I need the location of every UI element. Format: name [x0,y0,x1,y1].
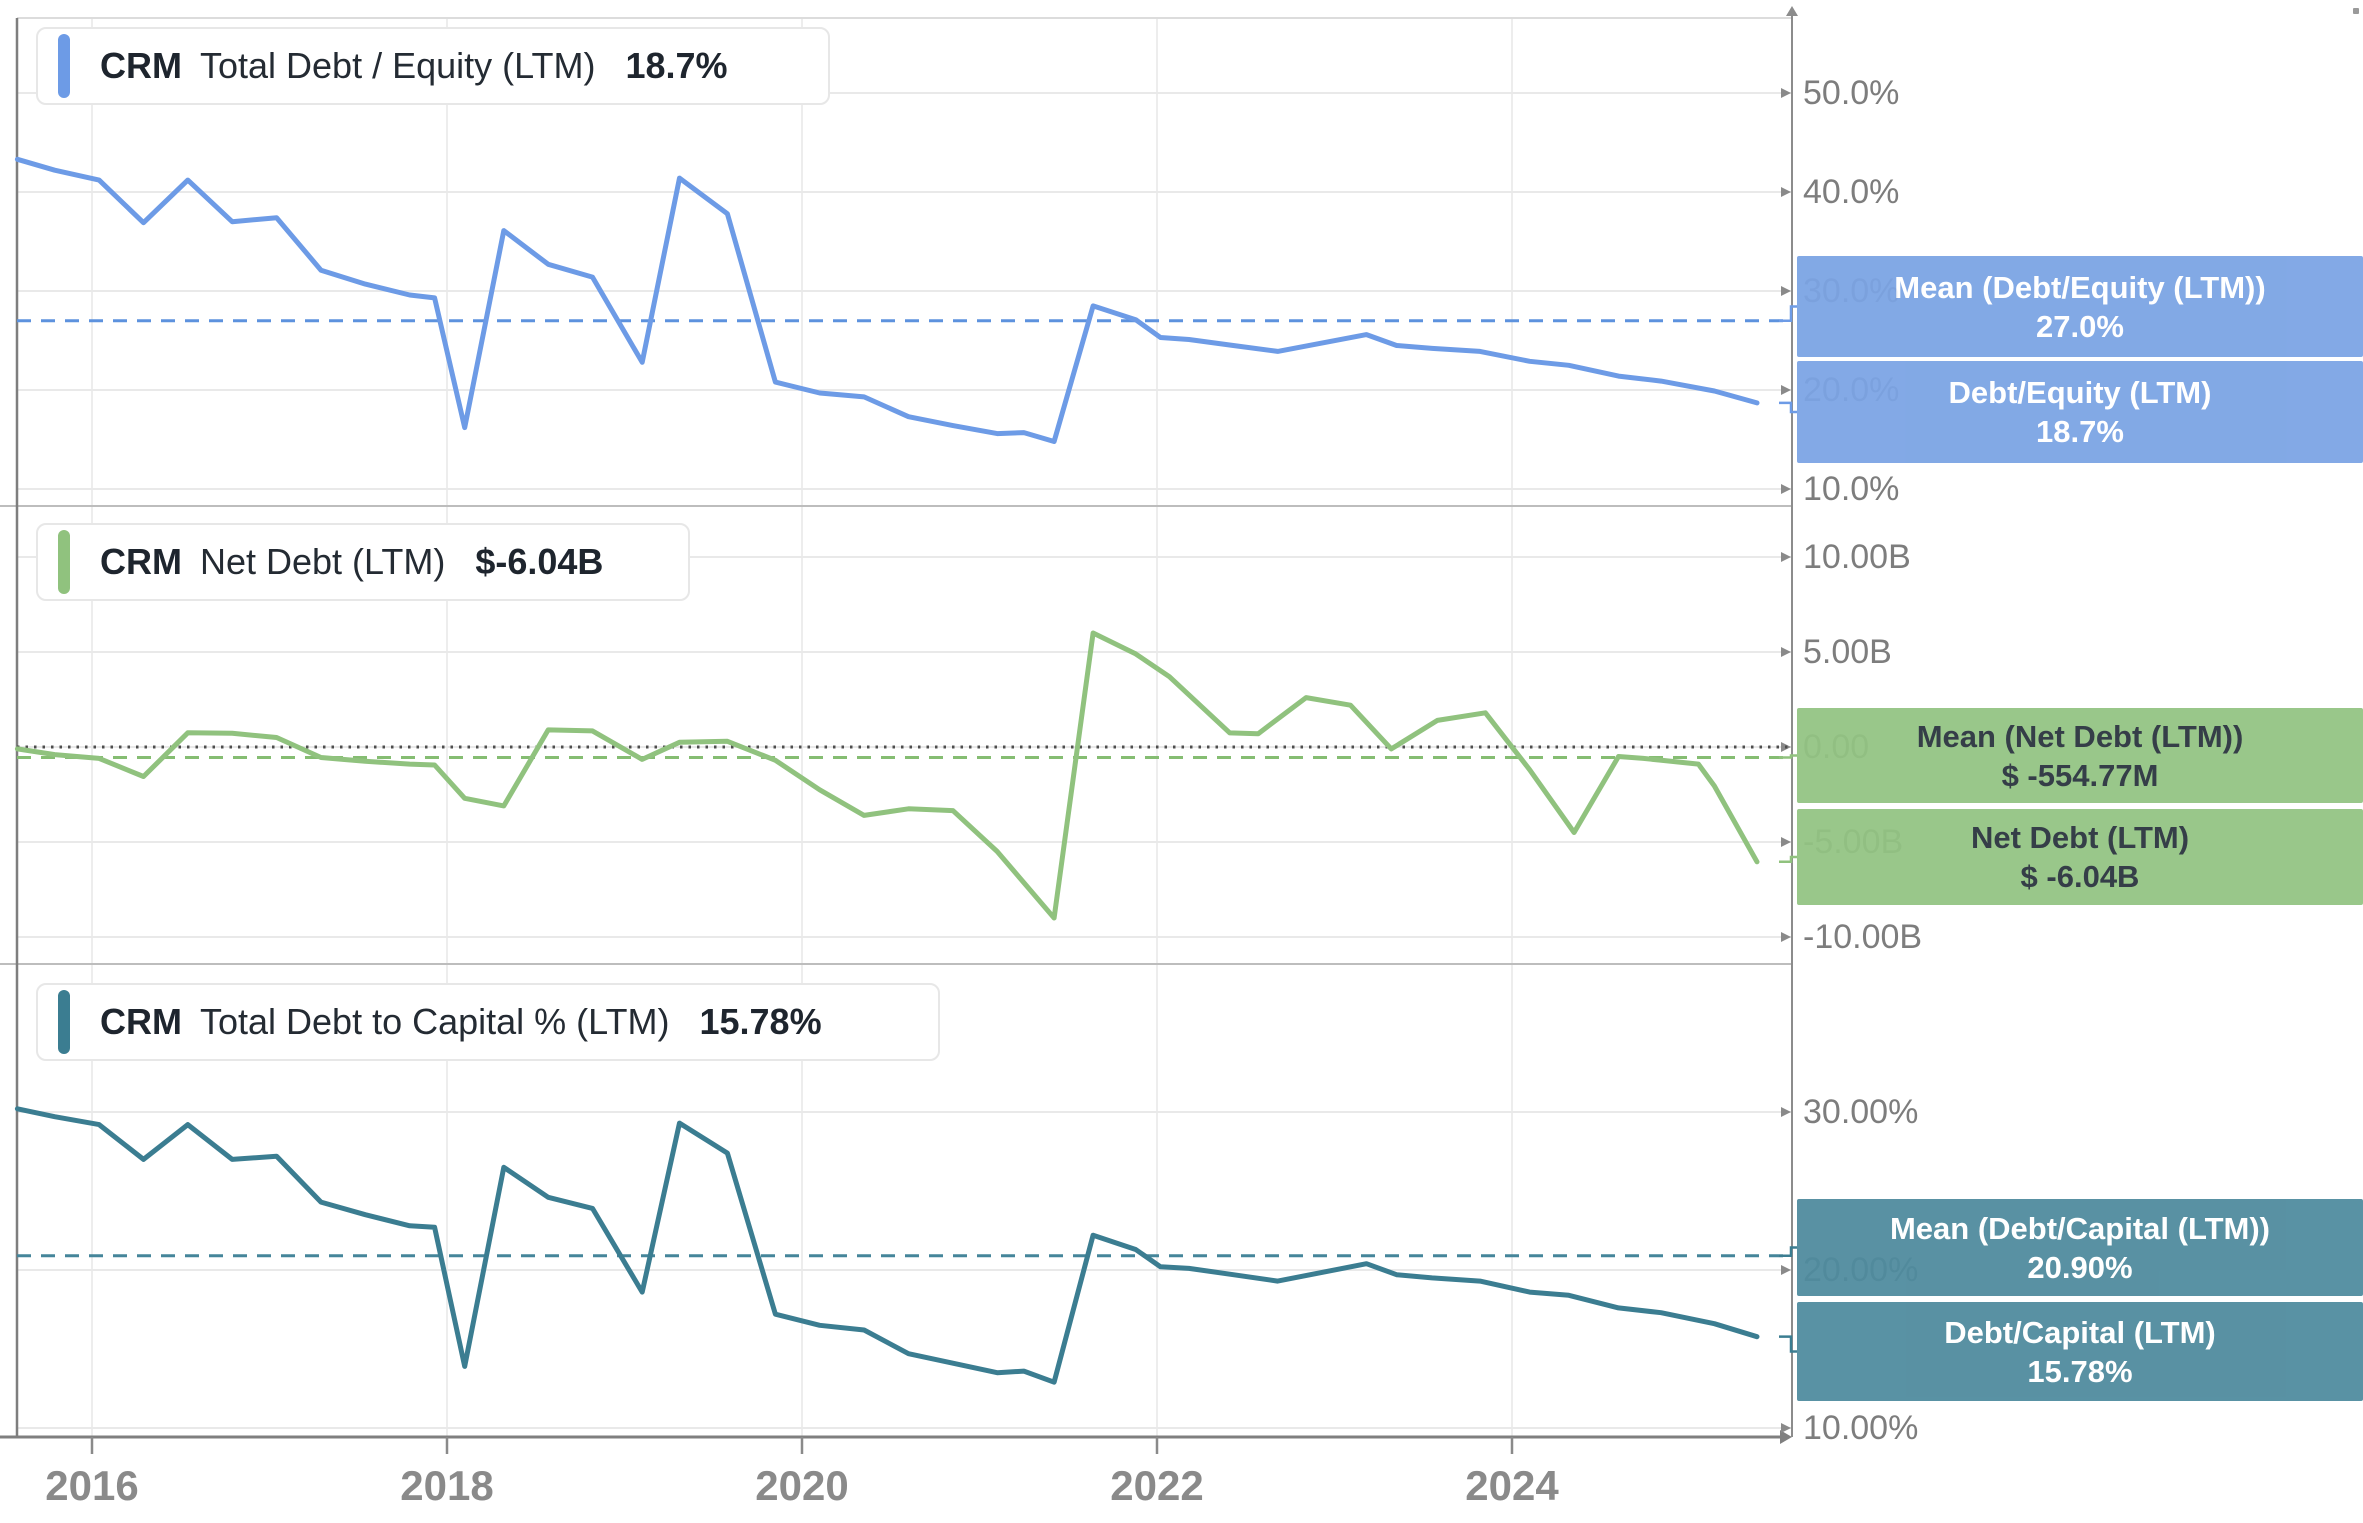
legend-net-debt[interactable]: CRM Net Debt (LTM) $-6.04B [36,523,690,601]
y-axis-tick-arrow-icon [1781,1423,1791,1433]
reference-lines [17,319,1792,1258]
flag-value: 27.0% [2036,308,2124,344]
x-axis-year-label: 2022 [1110,1462,1204,1509]
axes [0,6,1798,1454]
y-axis-tick-label: 5.00B [1803,633,1892,671]
y-axis-tick-label: 10.00% [1803,1409,1919,1447]
y-axis-tick-arrow-icon [1781,385,1791,395]
legend-debt-capital[interactable]: CRM Total Debt to Capital % (LTM) 15.78% [36,983,940,1061]
y-axis-tick-arrow-icon [1781,837,1791,847]
flag-title: Mean (Debt/Capital (LTM)) [1889,1210,2270,1246]
legend-current-value: 18.7% [625,45,728,86]
y-axis-tick-arrow-icon [1781,286,1791,296]
legend-current-value: 15.78% [699,1001,822,1042]
x-axis-year-label: 2018 [400,1462,494,1509]
flag-title: Debt/Equity (LTM) [1948,375,2212,410]
flag-connector [1779,1246,1797,1258]
legend-metric-name: Net Debt (LTM) [199,541,446,582]
legend-metric-name: Total Debt to Capital % (LTM) [199,1001,670,1042]
debt-equity-series-line[interactable] [14,156,1760,444]
flag-title: Debt/Capital (LTM) [1944,1314,2216,1350]
net-debt-series-line[interactable] [14,630,1760,921]
debt-capital-series-line[interactable] [14,1106,1760,1385]
legend-debt-equity[interactable]: CRM Total Debt / Equity (LTM) 18.7% [36,27,830,105]
legend-color-bar-icon [58,990,70,1054]
legend-color-bar-icon [58,530,70,594]
flag-title: Net Debt (LTM) [1970,820,2190,855]
x-axis-arrow-icon [1780,1430,1792,1444]
debt-capital-last-value-flag[interactable]: Debt/Capital (LTM) 15.78% [1797,1302,2363,1401]
y-axis-tick-arrow-icon [1781,552,1791,562]
y-axis-tick-arrow-icon [1781,484,1791,494]
flag-value: 20.90% [2027,1249,2133,1285]
y-axis-tick-label: -10.00B [1803,918,1923,956]
legend-ticker: CRM [100,1001,182,1042]
flag-connector [1779,1335,1797,1353]
flag-title: Mean (Net Debt (LTM)) [1916,718,2244,754]
y-axis-tick-arrow-icon [1781,187,1791,197]
y-axis-tick-label: 10.0% [1803,470,1900,508]
legend-ticker: CRM [100,541,182,582]
y-axis-top-arrow-icon [1786,6,1798,16]
x-axis-year-label: 2016 [45,1462,139,1509]
y-axis-tick-label: 30.00% [1803,1093,1919,1131]
y-axis-tick-label: 10.00B [1803,538,1911,576]
y-axis-tick-label: 50.0% [1803,74,1900,112]
net-debt-mean-value-flag[interactable]: Mean (Net Debt (LTM)) $ -554.77M [1797,708,2363,803]
flag-connector [1779,305,1797,322]
flag-value: $ -554.77M [2001,757,2159,793]
flag-connector [1779,754,1797,759]
debt-equity-last-value-flag[interactable]: Debt/Equity (LTM) 18.7% [1797,361,2363,463]
y-axis-tick-arrow-icon [1781,1107,1791,1117]
x-axis-year-label: 2020 [755,1462,849,1509]
flag-value: 15.78% [2027,1353,2133,1389]
legend-current-value: $-6.04B [475,541,604,582]
y-axis-tick-arrow-icon [1781,647,1791,657]
legend-color-bar-icon [58,34,70,98]
flag-value: $ -6.04B [2020,859,2140,894]
debt-equity-mean-value-flag[interactable]: Mean (Debt/Equity (LTM)) 27.0% [1797,256,2363,357]
debt-capital-mean-value-flag[interactable]: Mean (Debt/Capital (LTM)) 20.90% [1797,1199,2363,1296]
flag-title: Mean (Debt/Equity (LTM)) [1894,269,2266,305]
y-axis-tick-arrow-icon [1781,932,1791,942]
net-debt-last-value-flag[interactable]: Net Debt (LTM) $ -6.04B [1797,809,2363,905]
scrollbar-dot [2353,8,2359,14]
flag-value: 18.7% [2036,414,2124,449]
legend-metric-name: Total Debt / Equity (LTM) [199,45,596,86]
flag-connector [1779,855,1797,864]
legend-ticker: CRM [100,45,182,86]
y-axis-tick-label: 40.0% [1803,173,1900,211]
y-axis-tick-arrow-icon [1781,1265,1791,1275]
y-axis-tick-arrow-icon [1781,88,1791,98]
flag-connector [1779,401,1797,414]
gridlines [17,18,1792,1437]
x-axis-year-label: 2024 [1465,1462,1559,1509]
